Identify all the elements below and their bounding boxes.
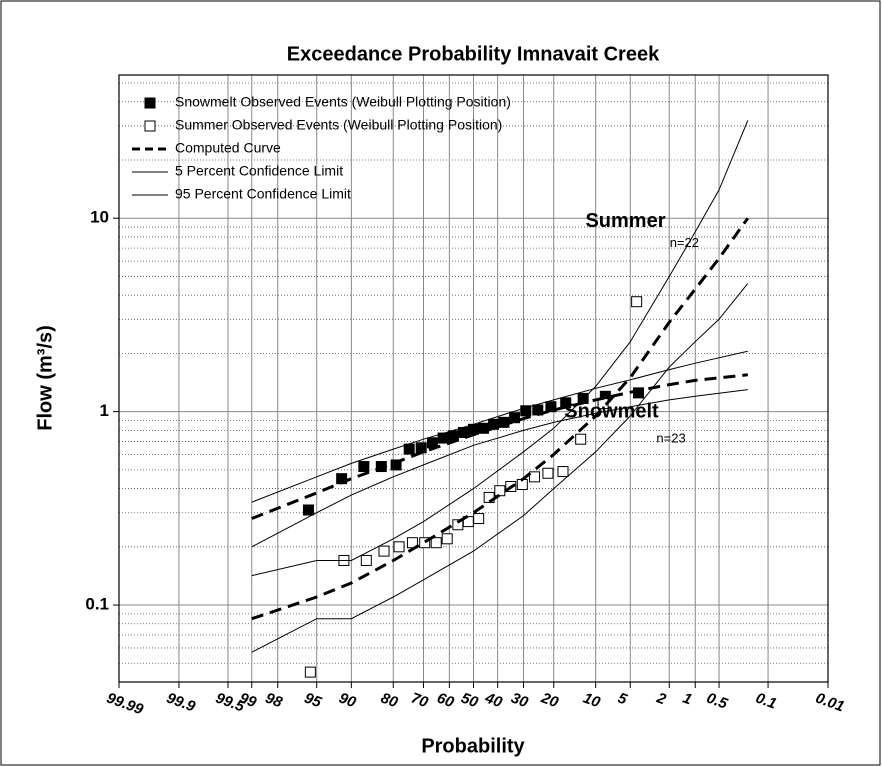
data-point <box>631 296 643 308</box>
x-tick-label: 0.1 <box>753 690 778 713</box>
data-point <box>441 533 453 545</box>
x-tick-label: 40 <box>482 689 505 711</box>
series-line <box>251 217 750 621</box>
data-point <box>390 459 402 471</box>
x-tick-label: 30 <box>509 690 531 712</box>
series-line <box>251 389 748 548</box>
legend-label: Summer Observed Events (Weibull Plotting… <box>175 117 502 133</box>
data-point <box>529 471 541 483</box>
chart-title: Exceedance Probability Imnavait Creek <box>287 43 660 65</box>
data-point <box>393 541 405 553</box>
x-tick-label: 60 <box>435 690 457 712</box>
legend-label: Computed Curve <box>175 140 281 156</box>
data-point <box>430 537 442 549</box>
data-point <box>403 443 415 455</box>
data-point <box>304 666 316 678</box>
legend-marker <box>144 97 156 109</box>
x-tick-label: 20 <box>538 689 561 711</box>
data-point <box>494 485 506 497</box>
y-axis-label: Flow (m³/s) <box>34 325 56 431</box>
series-line <box>251 120 749 577</box>
data-point <box>575 433 587 445</box>
plot-frame <box>118 74 829 683</box>
x-tick-label: 0.5 <box>704 690 730 713</box>
legend-label: Snowmelt Observed Events (Weibull Plotti… <box>175 94 511 110</box>
annotation: Snowmelt <box>564 401 659 423</box>
y-tick-label: 1 <box>100 401 109 420</box>
x-tick-label: 10 <box>581 690 603 712</box>
data-point <box>302 504 314 516</box>
series-line <box>251 283 749 653</box>
x-tick-label: 98 <box>263 690 285 712</box>
data-point <box>358 461 370 473</box>
data-point <box>419 537 431 549</box>
x-axis-label: Probability <box>421 735 525 757</box>
annotation: n=23 <box>656 431 685 446</box>
data-point <box>452 519 464 531</box>
series-line <box>251 350 748 503</box>
x-tick-label: 70 <box>409 690 431 712</box>
legend-marker <box>144 120 156 132</box>
x-tick-label: 99 <box>237 690 259 712</box>
y-tick-label: 0.1 <box>85 595 109 614</box>
x-tick-label: 50 <box>459 690 481 712</box>
y-tick-label: 10 <box>90 208 109 227</box>
data-point <box>545 401 557 413</box>
series-line <box>251 373 748 520</box>
x-tick-label: 95 <box>302 690 324 712</box>
annotation: n=22 <box>670 235 699 250</box>
legend-label: 95 Percent Confidence Limit <box>175 186 351 202</box>
annotation: Summer <box>585 210 665 232</box>
legend-label: 5 Percent Confidence Limit <box>175 163 343 179</box>
data-point <box>473 513 485 525</box>
data-point <box>542 467 554 479</box>
x-tick-label: 90 <box>337 690 359 712</box>
x-tick-label: 80 <box>379 690 401 712</box>
data-point <box>360 554 372 566</box>
data-point <box>557 466 569 478</box>
data-point <box>378 545 390 557</box>
data-point <box>520 405 532 417</box>
data-point <box>509 412 521 424</box>
